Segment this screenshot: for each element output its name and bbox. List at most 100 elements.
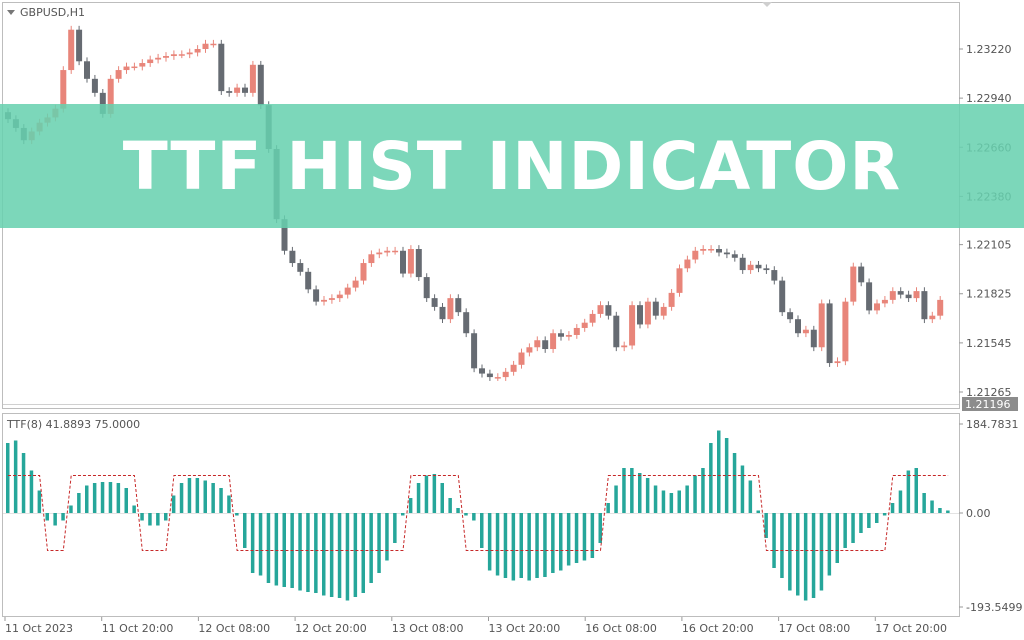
- candle: [281, 219, 288, 251]
- hist-bar: [179, 483, 184, 513]
- hist-bar: [140, 513, 144, 521]
- hist-bar: [740, 465, 745, 513]
- candle: [494, 377, 501, 379]
- hist-bar: [243, 513, 247, 548]
- hist-bar: [914, 468, 918, 513]
- hist-bar: [503, 513, 508, 578]
- ttf-level-line: [8, 475, 949, 551]
- candle: [731, 254, 738, 258]
- candle: [858, 266, 865, 283]
- current-price-label: 1.21196: [965, 398, 1011, 411]
- hist-bar: [6, 443, 10, 513]
- candle: [407, 249, 414, 274]
- candle: [652, 301, 659, 316]
- hist-bar: [875, 513, 879, 523]
- hist-bar: [314, 513, 318, 593]
- hist-bar: [329, 513, 334, 597]
- price-tick-label: 1.23220: [966, 43, 1012, 56]
- hist-bar: [480, 513, 484, 548]
- hist-bar: [772, 513, 776, 568]
- candle: [170, 54, 177, 57]
- hist-bar: [337, 513, 342, 598]
- hist-bar: [132, 505, 136, 513]
- hist-bar: [574, 513, 579, 563]
- candle: [629, 305, 636, 346]
- candle: [163, 56, 169, 58]
- hist-bar: [922, 493, 926, 513]
- hist-bar: [764, 513, 768, 538]
- hist-bar: [369, 513, 373, 583]
- hist-bar: [645, 478, 650, 513]
- hist-bar: [685, 485, 689, 513]
- indicator-tick-label: -193.5499: [966, 601, 1022, 614]
- hist-bar: [298, 513, 302, 591]
- candle: [818, 303, 825, 348]
- hist-bar: [566, 513, 571, 566]
- hist-bar: [274, 513, 279, 586]
- indicator-axis: 184.7831 0.00 -193.5499: [959, 418, 1022, 614]
- candle: [921, 291, 928, 320]
- hist-bar: [614, 485, 618, 513]
- candle: [763, 268, 770, 271]
- candle: [929, 315, 936, 320]
- hist-bar: [92, 483, 97, 513]
- candle: [605, 305, 612, 316]
- histogram-layer: [6, 430, 950, 601]
- candle: [471, 333, 478, 369]
- symbol-dropdown-icon[interactable]: [7, 10, 15, 15]
- hist-bar: [227, 495, 231, 513]
- hist-bar: [440, 483, 444, 513]
- candle: [913, 291, 920, 299]
- hist-bar: [13, 440, 18, 513]
- candle: [613, 315, 620, 348]
- candle: [581, 322, 588, 328]
- candle: [249, 64, 256, 93]
- hist-bar: [408, 498, 413, 513]
- hist-bar: [116, 483, 121, 513]
- hist-bar: [235, 513, 239, 516]
- hist-bar: [590, 513, 595, 558]
- candle: [850, 266, 857, 302]
- candle: [486, 373, 493, 378]
- hist-bar: [45, 513, 49, 521]
- hist-bar: [148, 513, 152, 526]
- candle: [242, 87, 248, 93]
- hist-bar: [811, 513, 816, 598]
- scroll-marker-icon[interactable]: [762, 2, 772, 7]
- candle: [360, 263, 367, 281]
- candle: [431, 298, 438, 307]
- hist-bar: [53, 513, 57, 526]
- candle: [518, 352, 525, 365]
- candle: [700, 249, 707, 251]
- candle: [889, 291, 896, 300]
- candle: [542, 340, 549, 350]
- indicator-tick-label: 0.00: [966, 507, 991, 520]
- candle: [305, 271, 312, 290]
- candle: [91, 78, 98, 93]
- candle: [573, 327, 580, 335]
- hist-bar: [37, 490, 42, 513]
- candle: [502, 371, 509, 378]
- hist-bar: [559, 513, 563, 571]
- time-tick-label: 11 Oct 2023: [5, 622, 73, 635]
- candle: [905, 294, 912, 299]
- time-tick-label: 12 Oct 20:00: [295, 622, 367, 635]
- candle: [447, 298, 454, 320]
- price-tick-label: 1.22105: [966, 239, 1012, 252]
- candle: [289, 250, 296, 264]
- time-tick-label: 17 Oct 20:00: [875, 622, 947, 635]
- hist-bar: [401, 513, 405, 516]
- candle: [131, 66, 138, 69]
- price-tick-label: 1.22940: [966, 92, 1012, 105]
- candle: [439, 306, 446, 320]
- candle: [178, 54, 185, 56]
- hist-bar: [796, 513, 800, 596]
- candle: [826, 303, 833, 364]
- hist-bar: [724, 438, 729, 513]
- candle: [739, 257, 746, 271]
- current-price-box: [962, 397, 1018, 411]
- hist-bar: [732, 453, 737, 513]
- candle: [463, 312, 470, 334]
- candle: [257, 64, 264, 106]
